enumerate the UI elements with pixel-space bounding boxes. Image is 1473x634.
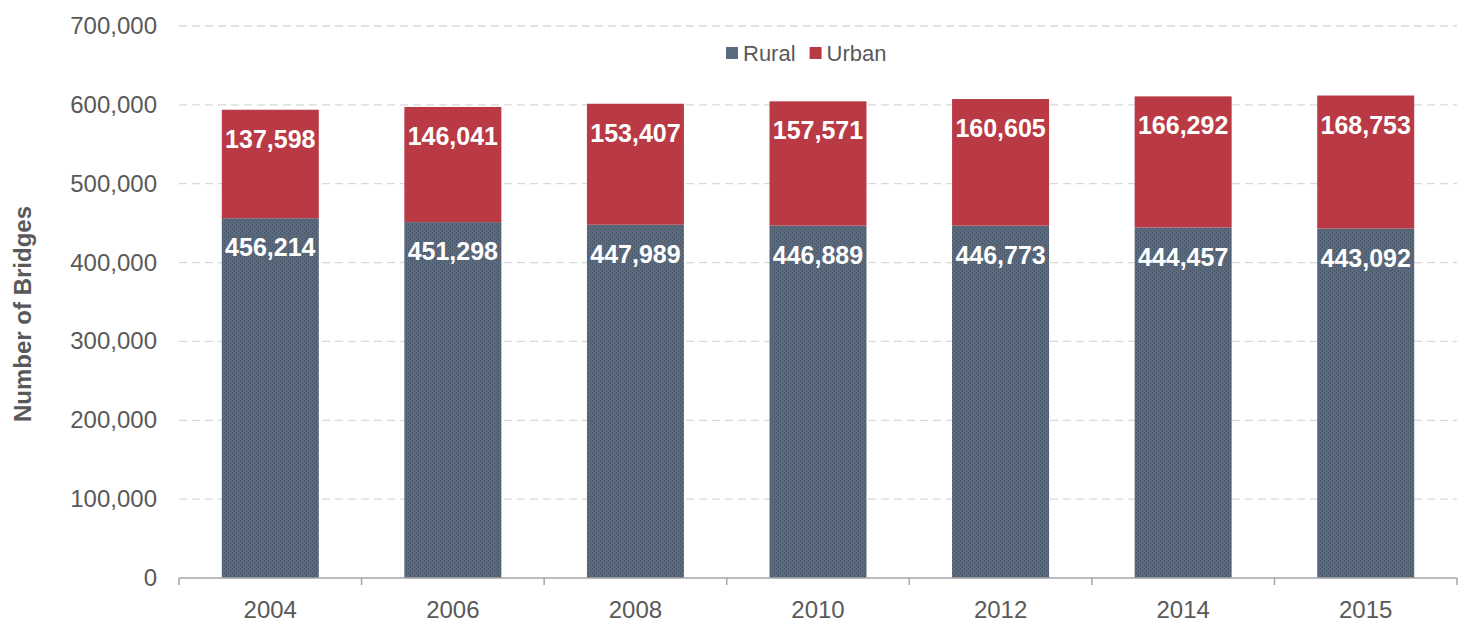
data-label: 146,041 (408, 122, 498, 150)
x-tick (361, 578, 363, 585)
x-tick-label: 2010 (791, 596, 844, 623)
bar-segment (587, 104, 684, 225)
x-tick-label: 2014 (1156, 596, 1209, 623)
bar-segment (1317, 96, 1414, 229)
y-tick-label: 700,000 (70, 12, 157, 39)
y-tick-label: 300,000 (70, 327, 157, 354)
x-tick (1456, 578, 1458, 585)
bar-segment (1135, 228, 1232, 578)
bar-segment (222, 218, 319, 578)
data-label: 166,292 (1138, 111, 1228, 139)
y-tick-label: 600,000 (70, 91, 157, 118)
x-tick (1091, 578, 1093, 585)
chart: 0 100,000 200,000 300,000 400,000 500,000 600,… (0, 0, 1473, 634)
x-tick (909, 578, 911, 585)
y-tick-label: 100,000 (70, 485, 157, 512)
x-tick-label: 2015 (1339, 596, 1392, 623)
bars (222, 96, 1414, 578)
data-label: 451,298 (408, 237, 498, 265)
bar-segment (1135, 96, 1232, 227)
data-label: 456,214 (225, 233, 315, 261)
bar-segment (587, 225, 684, 578)
legend-label: Urban (827, 41, 887, 66)
data-label: 137,598 (225, 125, 315, 153)
x-tick (543, 578, 545, 585)
y-tick-label: 500,000 (70, 170, 157, 197)
data-labels: 456,214 137,598 451,298 146,041 447,989 153,4… (225, 111, 1411, 272)
data-label: 446,773 (955, 241, 1045, 269)
data-label: 157,571 (773, 116, 863, 144)
bar-segment (1317, 229, 1414, 578)
bar-segment (770, 226, 867, 578)
x-tick-label: 2006 (426, 596, 479, 623)
bar-segment (952, 99, 1049, 226)
data-label: 153,407 (590, 119, 680, 147)
grid-line (179, 25, 1457, 26)
x-tick-label: 2008 (609, 596, 662, 623)
data-label: 443,092 (1321, 244, 1411, 272)
legend-swatch (810, 47, 822, 59)
data-label: 168,753 (1321, 111, 1411, 139)
bar-segment (770, 101, 867, 225)
x-tick-label: 2004 (244, 596, 297, 623)
y-tick-label: 0 (144, 564, 157, 591)
data-label: 447,989 (590, 240, 680, 268)
bar-segment (952, 226, 1049, 578)
bar-segment (404, 222, 501, 578)
legend-label: Rural (743, 41, 796, 66)
x-tick (1274, 578, 1276, 585)
data-label: 446,889 (773, 241, 863, 269)
data-label: 160,605 (955, 114, 1045, 142)
y-tick-label: 200,000 (70, 406, 157, 433)
data-label: 444,457 (1138, 243, 1228, 271)
x-axis (179, 577, 1457, 579)
y-axis-label: Number of Bridges (9, 206, 36, 422)
x-tick (178, 578, 180, 585)
y-tick-label: 400,000 (70, 249, 157, 276)
legend-swatch (726, 47, 738, 59)
x-tick-label: 2012 (974, 596, 1027, 623)
bar-segment (404, 107, 501, 222)
x-tick (726, 578, 728, 585)
legend: Rural Urban (726, 41, 887, 66)
bar-segment (222, 110, 319, 219)
